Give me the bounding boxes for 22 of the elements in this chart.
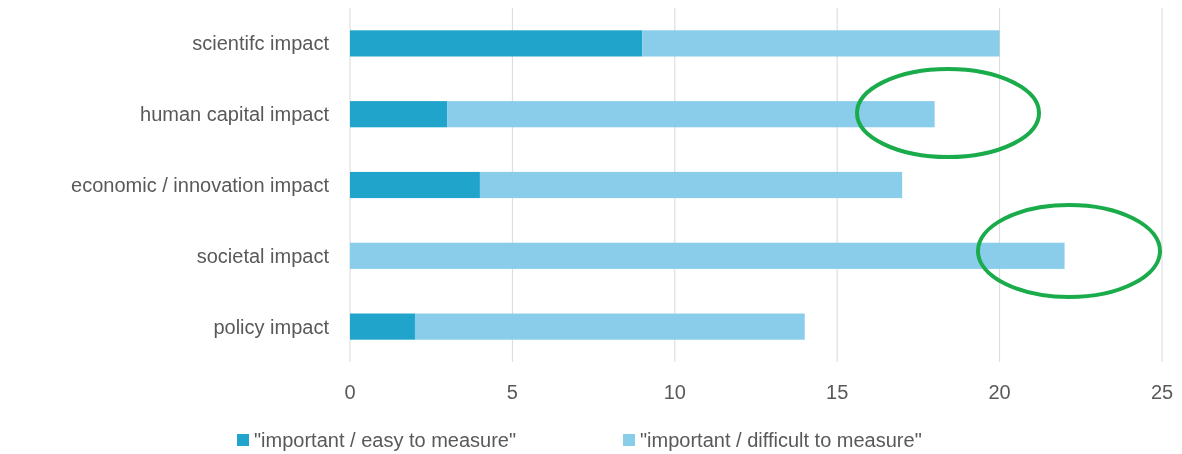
bar [350,30,643,57]
bar [350,313,415,340]
bar [642,30,1000,57]
x-tick-label: 10 [663,381,686,403]
legend-label: "important / easy to measure" [254,429,517,451]
x-tick-label: 5 [506,381,518,403]
bar [447,101,935,128]
bar [350,101,448,128]
x-tick-label: 25 [1150,381,1174,403]
bar [350,171,480,199]
y-tick-label: scientifc impact [192,32,330,55]
bar [414,313,805,340]
y-tick-label: societal impact [196,244,330,267]
x-tick-label: 15 [826,381,849,403]
bar [350,242,1065,269]
bar [479,171,903,199]
x-tick-label: 0 [344,381,356,403]
legend-label: "important / difficult to measure" [640,429,922,451]
y-tick-label: human capital impact [140,103,330,126]
y-tick-label: policy impact [213,315,330,338]
y-tick-label: economic / innovation impact [71,174,330,196]
x-tick-label: 20 [988,381,1011,403]
